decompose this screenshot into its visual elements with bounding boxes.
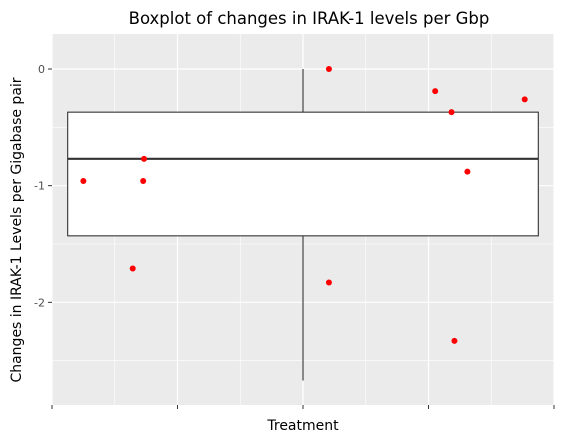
data-point	[521, 96, 528, 103]
y-axis: 0 -1 -2	[34, 63, 52, 309]
data-point	[325, 279, 332, 286]
x-axis-label: Treatment	[266, 418, 339, 434]
points-layer	[80, 66, 528, 344]
chart-title: Boxplot of changes in IRAK-1 levels per …	[129, 9, 490, 28]
data-point	[140, 178, 147, 184]
data-point	[141, 155, 148, 162]
data-point	[432, 88, 439, 95]
y-tick-label: -1	[34, 180, 45, 193]
data-point	[464, 168, 471, 175]
y-axis-label: Changes in IRAK-1 Levels per Gigabase pa…	[9, 77, 25, 382]
data-point	[451, 337, 458, 344]
box-iqr	[67, 111, 539, 237]
x-axis	[51, 405, 555, 409]
y-tick-label: 0	[38, 63, 45, 76]
data-point	[129, 265, 136, 272]
data-point	[325, 66, 332, 72]
y-tick-label: -2	[34, 296, 45, 309]
data-point	[448, 109, 455, 116]
data-point	[80, 178, 87, 184]
